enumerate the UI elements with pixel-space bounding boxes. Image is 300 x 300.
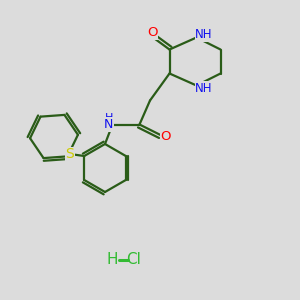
- Text: S: S: [65, 148, 74, 161]
- Text: NH: NH: [195, 82, 213, 95]
- Text: N: N: [104, 118, 114, 131]
- Text: H: H: [105, 113, 113, 123]
- Text: O: O: [147, 26, 158, 39]
- Text: H: H: [107, 252, 118, 267]
- Text: O: O: [161, 130, 171, 143]
- Text: Cl: Cl: [126, 252, 141, 267]
- Text: NH: NH: [195, 28, 213, 41]
